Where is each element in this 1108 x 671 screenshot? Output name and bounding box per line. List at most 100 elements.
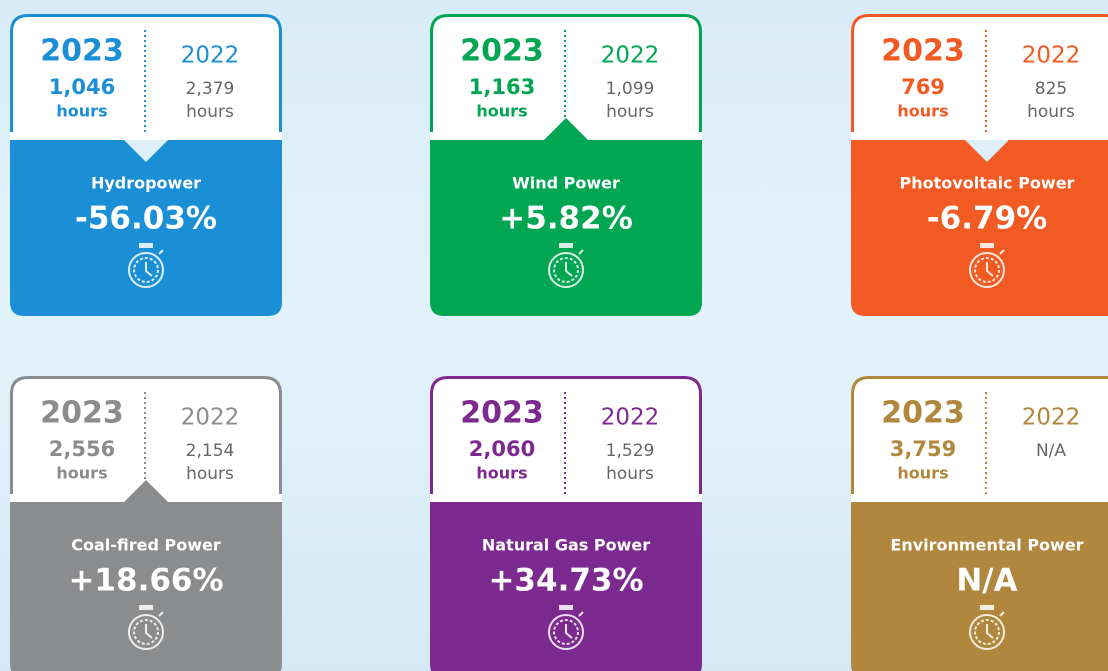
stopwatch-button — [139, 243, 153, 248]
card: 2023 2,556 hours 2022 2,154 hours Coal-fired P… — [10, 376, 282, 671]
card-top — [851, 376, 1108, 502]
previous-year: 2022 — [601, 405, 660, 431]
card: 2023 2,060 hours 2022 1,529 hours Natural Gas … — [430, 376, 702, 671]
card-name: Photovoltaic Power — [900, 174, 1075, 193]
stopwatch-button — [559, 243, 573, 248]
card-bottom — [10, 140, 282, 316]
current-unit: hours — [56, 102, 107, 121]
stopwatch-inner — [553, 257, 579, 283]
previous-year: 2022 — [1022, 405, 1081, 431]
stopwatch-hand — [565, 624, 573, 639]
stopwatch-button — [980, 605, 994, 610]
card-border — [430, 14, 702, 132]
stopwatch-hand — [986, 262, 994, 277]
current-unit: hours — [476, 464, 527, 483]
current-unit: hours — [897, 102, 948, 121]
stopwatch-hand — [565, 262, 573, 277]
card-name: Environmental Power — [890, 536, 1083, 555]
stopwatch-inner — [974, 619, 1000, 645]
stopwatch-knob — [999, 249, 1005, 255]
stopwatch-icon — [969, 243, 1005, 288]
current-year: 2023 — [460, 34, 544, 69]
stopwatch-knob — [578, 249, 584, 255]
card-bottom — [430, 118, 702, 316]
stopwatch-knob — [158, 249, 164, 255]
stopwatch-knob — [158, 611, 164, 617]
current-value: 3,759 — [890, 437, 956, 461]
change: -56.03% — [75, 201, 217, 237]
change: N/A — [956, 563, 1017, 599]
stopwatch-button — [980, 243, 994, 248]
stopwatch-icon — [969, 605, 1005, 650]
stopwatch-button — [139, 605, 153, 610]
current-year: 2023 — [881, 396, 965, 431]
current-unit: hours — [476, 102, 527, 121]
current-value: 2,060 — [469, 437, 535, 461]
stopwatch-hand — [145, 262, 153, 277]
stopwatch-knob — [999, 611, 1005, 617]
card: 2023 3,759 hours 2022 N/A Environmental Power… — [851, 376, 1108, 671]
stopwatch-face — [969, 252, 1005, 288]
stopwatch-icon — [128, 243, 164, 288]
stopwatch-face — [969, 614, 1005, 650]
card-border — [851, 14, 1108, 132]
previous-year: 2022 — [181, 43, 240, 69]
previous-unit: hours — [1027, 102, 1075, 122]
current-year: 2023 — [40, 34, 124, 69]
card-border — [10, 14, 282, 132]
previous-year: 2022 — [181, 405, 240, 431]
current-unit: hours — [56, 464, 107, 483]
card-top — [851, 14, 1108, 140]
card-name: Natural Gas Power — [482, 536, 650, 555]
change: -6.79% — [927, 201, 1047, 237]
previous-year: 2022 — [1022, 43, 1081, 69]
card: 2023 769 hours 2022 825 hours Photovoltaic Pow… — [851, 14, 1108, 316]
card-border — [10, 376, 282, 494]
stopwatch-face — [128, 252, 164, 288]
card: 2023 1,046 hours 2022 2,379 hours Hydropower -5… — [10, 14, 282, 316]
card-border — [430, 376, 702, 494]
stopwatch-face — [548, 614, 584, 650]
stopwatch-button — [559, 605, 573, 610]
card-bottom — [851, 140, 1108, 316]
card-name: Hydropower — [91, 174, 201, 193]
previous-value: N/A — [1036, 441, 1066, 461]
previous-value: 2,154 — [186, 441, 235, 461]
stopwatch-inner — [553, 619, 579, 645]
change: +18.66% — [68, 563, 223, 599]
previous-unit: hours — [606, 464, 654, 484]
stopwatch-inner — [133, 257, 159, 283]
previous-unit: hours — [606, 102, 654, 122]
current-value: 1,046 — [49, 75, 115, 99]
change: +5.82% — [499, 201, 633, 237]
stopwatch-face — [128, 614, 164, 650]
previous-value: 1,529 — [606, 441, 655, 461]
card-name: Wind Power — [512, 174, 620, 193]
stopwatch-inner — [133, 619, 159, 645]
stopwatch-inner — [974, 257, 1000, 283]
current-year: 2023 — [881, 34, 965, 69]
card-bottom — [10, 480, 282, 671]
stopwatch-icon — [548, 605, 584, 650]
current-value: 1,163 — [469, 75, 535, 99]
stopwatch-icon — [128, 605, 164, 650]
current-unit: hours — [897, 464, 948, 483]
current-value: 2,556 — [49, 437, 115, 461]
previous-value: 2,379 — [186, 79, 235, 99]
current-value: 769 — [901, 75, 945, 99]
current-year: 2023 — [40, 396, 124, 431]
previous-value: 825 — [1035, 79, 1067, 99]
stopwatch-face — [548, 252, 584, 288]
stopwatch-knob — [578, 611, 584, 617]
current-year: 2023 — [460, 396, 544, 431]
change: +34.73% — [488, 563, 643, 599]
card-bottom — [851, 502, 1108, 671]
stopwatch-icon — [548, 243, 584, 288]
previous-year: 2022 — [601, 43, 660, 69]
card-name: Coal-fired Power — [71, 536, 221, 555]
stopwatch-hand — [145, 624, 153, 639]
card-bottom — [430, 502, 702, 671]
stopwatch-hand — [986, 624, 994, 639]
